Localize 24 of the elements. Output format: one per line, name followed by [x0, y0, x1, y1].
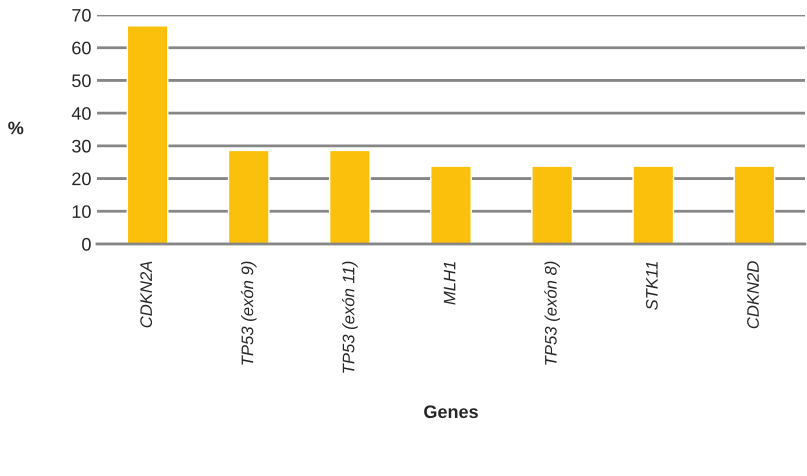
- bar: [228, 150, 270, 244]
- bar: [632, 165, 674, 244]
- x-tick-label: TP53 (exón 11): [342, 262, 358, 373]
- y-tick-label: 40: [72, 107, 91, 120]
- y-tick-label: 20: [72, 172, 91, 186]
- bar: [430, 165, 472, 244]
- x-tick-label: TP53 (exón 8): [544, 262, 560, 365]
- x-tick-label: MLH1: [444, 262, 456, 305]
- y-tick-label: 60: [72, 42, 91, 54]
- y-tick-label: 70: [72, 8, 91, 22]
- x-tick-label: TP53 (exón 9): [240, 262, 257, 365]
- y-tick-label: 10: [72, 205, 91, 218]
- bar: [126, 25, 168, 244]
- y-tick-label: 0: [82, 238, 91, 251]
- y-tick-label: 50: [72, 74, 91, 88]
- bar: [531, 165, 574, 244]
- x-axis-title: Genes: [424, 405, 478, 418]
- y-tick-label: 30: [72, 140, 91, 153]
- y-axis-title: %: [8, 122, 24, 134]
- x-tick-label: CDKN2D: [747, 261, 759, 328]
- x-tick-label: CDKN2A: [140, 262, 152, 328]
- bar: [328, 150, 371, 244]
- x-tick-label: STK11: [646, 262, 658, 310]
- bar: [734, 165, 776, 244]
